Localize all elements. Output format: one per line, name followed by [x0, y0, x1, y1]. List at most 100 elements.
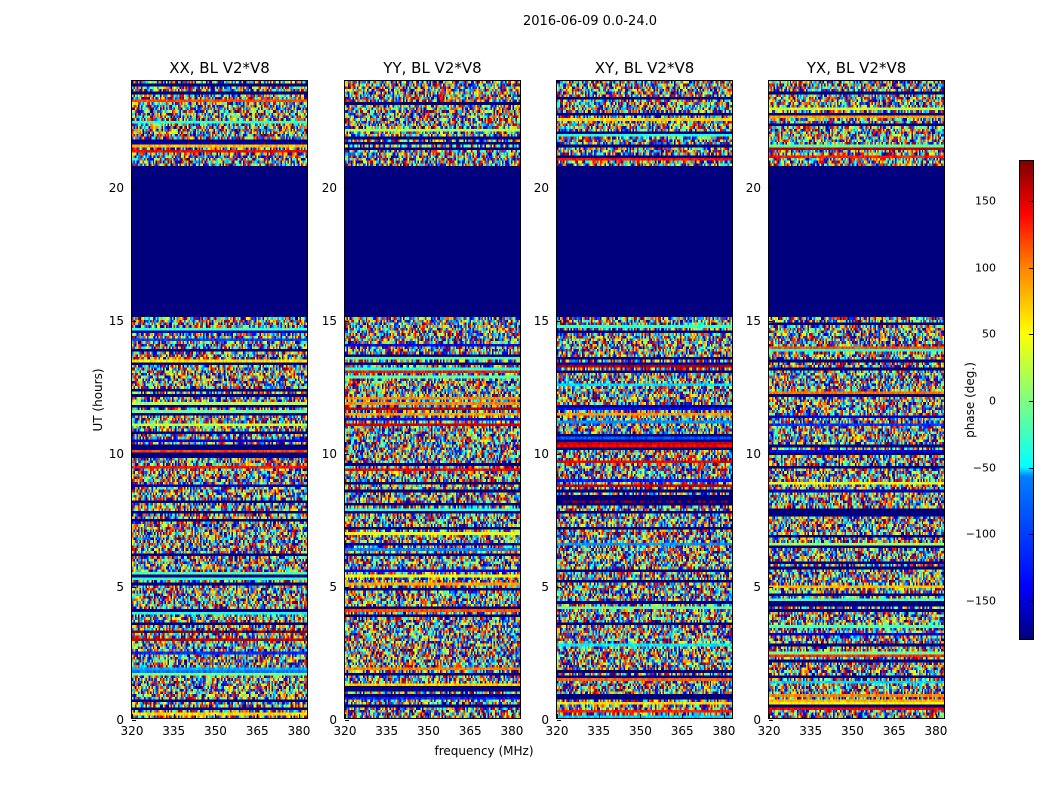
- y-tick-label: 20: [533, 180, 549, 195]
- y-tick-label: 0: [541, 713, 549, 727]
- x-tick-label: 365: [458, 724, 482, 738]
- colorbar-tick-mark: [1029, 201, 1033, 202]
- y-tick-label: 5: [753, 579, 761, 594]
- figure-title: 2016-06-09 0.0-24.0: [523, 14, 657, 29]
- y-tick-mark: [132, 320, 136, 322]
- y-tick-mark: [557, 720, 561, 721]
- x-tick-label: 350: [841, 724, 864, 738]
- y-tick-label: 5: [116, 579, 124, 594]
- x-tick-label: 335: [799, 724, 823, 738]
- y-tick-mark: [769, 720, 773, 721]
- colorbar-tick-label: −50: [972, 461, 996, 475]
- x-tick-label: 320: [757, 724, 781, 738]
- y-tick-label: 0: [329, 713, 337, 727]
- y-tick-label: 20: [108, 180, 124, 195]
- heatmap-panel-3: XY, BL V2*V8 320 335 350 365 380 0 5 10 15 20: [534, 59, 736, 738]
- heatmap-image: [769, 81, 944, 718]
- x-tick-mark: [640, 714, 642, 718]
- x-tick-label: 365: [245, 724, 269, 738]
- colorbar-tick-label: −100: [965, 527, 996, 541]
- y-tick-label: 10: [321, 446, 337, 461]
- colorbar-tick-mark: [1029, 534, 1033, 536]
- x-tick-mark: [215, 714, 217, 718]
- x-tick-label: 335: [587, 724, 611, 738]
- x-tick-mark: [852, 714, 854, 718]
- colorbar: 150 100 50 0 −50 −100 −150: [966, 160, 1034, 640]
- y-tick-mark: [132, 453, 136, 455]
- colorbar-tick-mark: [1029, 267, 1033, 269]
- y-tick-mark: [557, 586, 561, 588]
- y-tick-label: 5: [329, 579, 337, 594]
- x-tick-label: 380: [500, 724, 524, 738]
- colorbar-tick-label: 150: [975, 194, 996, 208]
- x-tick-mark: [173, 714, 175, 718]
- y-tick-label: 0: [116, 713, 124, 727]
- heatmap-panel-2: YY, BL V2*V8 320 335 350 365 380 0 5 10 15 20: [322, 59, 524, 738]
- y-tick-mark: [769, 586, 773, 588]
- y-tick-mark: [132, 720, 136, 721]
- x-tick-mark: [598, 714, 600, 718]
- colorbar-label: phase (deg.): [963, 362, 977, 438]
- x-tick-label: 320: [545, 724, 569, 738]
- heatmap-image: [557, 81, 732, 718]
- y-tick-mark: [132, 586, 136, 588]
- colorbar-tick-mark: [1029, 401, 1033, 402]
- x-tick-mark: [470, 714, 472, 718]
- x-tick-mark: [557, 714, 558, 718]
- heatmap-panel-4: YX, BL V2*V8 320 335 350 365 380 0 5 10 15 20: [746, 59, 948, 738]
- colorbar-tick-label: 100: [975, 261, 996, 275]
- heatmap-image: [132, 81, 307, 718]
- y-tick-label: 10: [108, 446, 124, 461]
- x-axis-label: frequency (MHz): [434, 744, 534, 758]
- x-tick-mark: [769, 714, 770, 718]
- y-tick-label: 10: [533, 446, 549, 461]
- x-tick-label: 335: [375, 724, 399, 738]
- y-tick-mark: [345, 453, 349, 455]
- y-tick-label: 15: [745, 313, 761, 328]
- colorbar-tick-mark: [1029, 467, 1033, 469]
- y-tick-label: 0: [753, 713, 761, 727]
- x-tick-label: 380: [287, 724, 311, 738]
- y-tick-label: 15: [321, 313, 337, 328]
- x-tick-mark: [345, 714, 346, 718]
- y-tick-mark: [557, 187, 561, 189]
- y-tick-mark: [345, 187, 349, 189]
- x-tick-mark: [511, 714, 513, 718]
- y-tick-mark: [769, 320, 773, 322]
- y-tick-mark: [345, 320, 349, 322]
- panel-title: XX, BL V2*V8: [169, 59, 270, 77]
- y-tick-mark: [769, 453, 773, 455]
- x-tick-mark: [810, 714, 812, 718]
- x-tick-mark: [894, 714, 896, 718]
- y-tick-label: 10: [745, 446, 761, 461]
- x-tick-mark: [132, 714, 133, 718]
- x-tick-mark: [935, 714, 937, 718]
- y-tick-mark: [769, 187, 773, 189]
- x-tick-label: 350: [204, 724, 227, 738]
- x-tick-mark: [682, 714, 684, 718]
- heatmap-image: [345, 81, 520, 718]
- y-tick-label: 15: [108, 313, 124, 328]
- x-tick-label: 320: [333, 724, 357, 738]
- x-tick-mark: [257, 714, 259, 718]
- x-tick-label: 365: [882, 724, 906, 738]
- y-axis-label: UT (hours): [91, 368, 105, 432]
- heatmap-panel-1: XX, BL V2*V8 320 335 350 365 380 0 5 10 15 20: [109, 59, 311, 738]
- y-tick-label: 20: [745, 180, 761, 195]
- x-tick-label: 335: [162, 724, 186, 738]
- y-tick-mark: [557, 320, 561, 322]
- y-tick-mark: [557, 453, 561, 455]
- x-tick-label: 380: [712, 724, 736, 738]
- x-tick-mark: [298, 714, 300, 718]
- x-tick-mark: [723, 714, 725, 718]
- x-tick-label: 365: [670, 724, 694, 738]
- y-tick-mark: [132, 187, 136, 189]
- y-tick-label: 15: [533, 313, 549, 328]
- panel-title: YY, BL V2*V8: [383, 59, 482, 77]
- y-tick-mark: [345, 720, 349, 721]
- y-tick-mark: [345, 586, 349, 588]
- x-tick-mark: [428, 714, 430, 718]
- colorbar-tick-label: 50: [982, 327, 996, 341]
- x-tick-label: 350: [417, 724, 440, 738]
